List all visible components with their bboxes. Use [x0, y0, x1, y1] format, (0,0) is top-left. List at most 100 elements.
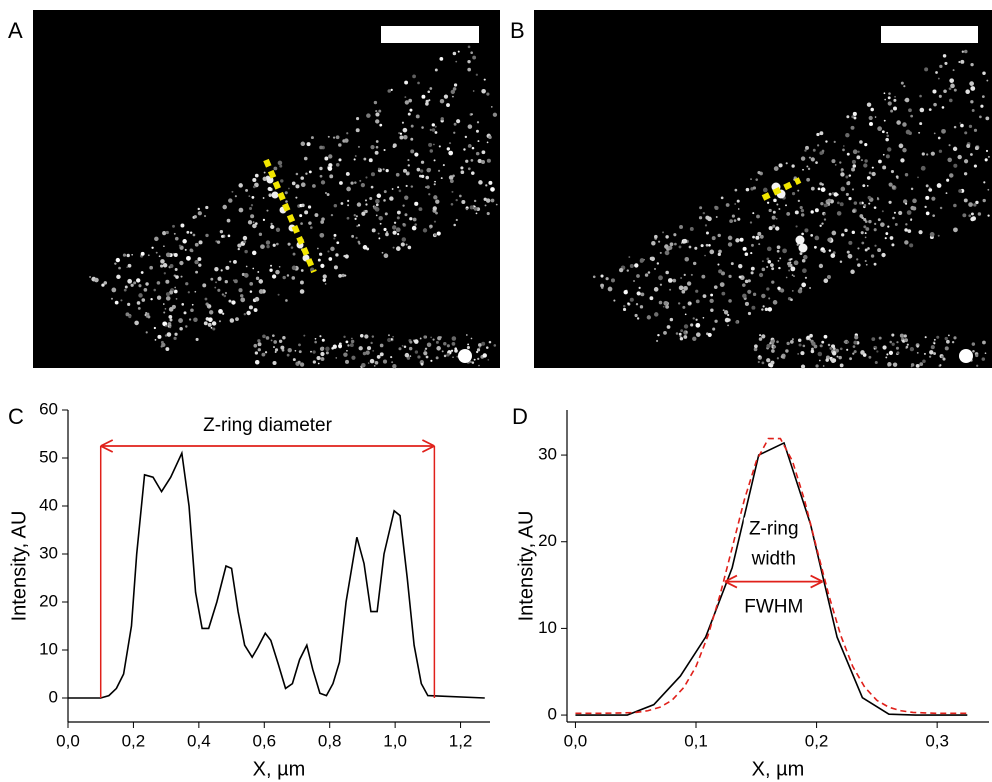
spot — [208, 310, 214, 315]
spot — [126, 253, 130, 258]
spot — [140, 251, 145, 256]
spot — [772, 210, 776, 214]
spot — [836, 355, 839, 358]
spot — [197, 207, 200, 211]
spot — [472, 55, 477, 60]
spot — [389, 196, 394, 201]
spot — [953, 203, 957, 208]
spot — [305, 172, 308, 175]
spot — [488, 340, 492, 344]
spot — [366, 113, 371, 118]
spot — [258, 232, 263, 236]
spot — [933, 342, 936, 345]
spot — [255, 276, 260, 281]
spot — [893, 98, 897, 102]
spot — [766, 246, 772, 252]
data-line — [575, 441, 968, 716]
spot — [758, 243, 761, 246]
spot — [437, 336, 442, 341]
spot — [391, 225, 397, 230]
spot — [481, 150, 486, 155]
spot — [639, 305, 644, 309]
spot — [89, 276, 92, 278]
spot — [734, 203, 737, 205]
spot — [755, 235, 760, 240]
y-tick-label: 10 — [39, 639, 58, 658]
spot — [118, 266, 121, 270]
spot — [263, 171, 266, 174]
spot — [484, 204, 487, 207]
spot — [370, 145, 375, 150]
spot — [443, 94, 449, 99]
spot — [968, 202, 973, 207]
spot — [974, 146, 979, 151]
spot — [752, 292, 757, 296]
spot — [407, 164, 410, 167]
spot — [427, 90, 431, 94]
y-tick-label: 0 — [548, 705, 557, 724]
spot — [960, 123, 964, 128]
spot — [295, 184, 300, 189]
spot — [343, 254, 346, 258]
spot — [221, 293, 225, 296]
spot — [173, 289, 178, 294]
spot — [902, 122, 907, 127]
spot — [678, 245, 682, 249]
spot — [707, 216, 712, 222]
spot — [918, 131, 921, 134]
spot — [894, 223, 898, 226]
spot — [942, 357, 946, 361]
spot — [846, 115, 850, 119]
spot — [451, 342, 456, 346]
spot — [383, 199, 386, 202]
spot — [454, 347, 457, 351]
spot — [790, 298, 793, 302]
image-background — [534, 10, 992, 368]
spot — [431, 123, 435, 127]
spot — [701, 274, 706, 279]
spot — [361, 363, 366, 368]
spot — [123, 288, 127, 292]
spot — [486, 92, 490, 96]
spot — [149, 265, 154, 270]
spot — [379, 343, 384, 348]
spot — [333, 265, 338, 270]
spot — [785, 204, 787, 207]
spot — [959, 122, 961, 124]
spot — [863, 203, 867, 207]
spot — [465, 207, 469, 211]
spot — [761, 260, 764, 263]
spot — [431, 128, 436, 132]
spot — [861, 216, 864, 220]
spot — [416, 167, 421, 172]
spot — [198, 263, 202, 267]
spot — [454, 349, 458, 353]
spot — [762, 187, 768, 193]
spot — [896, 351, 900, 355]
x-tick-label: 1,2 — [449, 731, 473, 750]
spot — [300, 141, 306, 147]
spot — [943, 89, 947, 94]
spot — [198, 240, 203, 245]
spot — [482, 353, 487, 358]
spot — [410, 124, 414, 128]
spot — [944, 61, 948, 65]
spot — [227, 234, 231, 238]
spot — [968, 124, 973, 128]
y-tick-label: 50 — [39, 447, 58, 466]
spot — [815, 364, 819, 368]
scale-bar — [381, 26, 479, 43]
spot — [827, 237, 832, 243]
spot — [487, 359, 490, 361]
spot — [912, 206, 917, 211]
data-line — [68, 450, 485, 699]
spot — [758, 272, 764, 278]
spot — [269, 195, 271, 197]
spot — [866, 176, 871, 180]
spot — [441, 350, 444, 353]
spot — [868, 171, 872, 175]
spot — [709, 298, 714, 304]
spot — [469, 360, 472, 363]
spot — [347, 199, 350, 202]
spot — [777, 259, 780, 262]
